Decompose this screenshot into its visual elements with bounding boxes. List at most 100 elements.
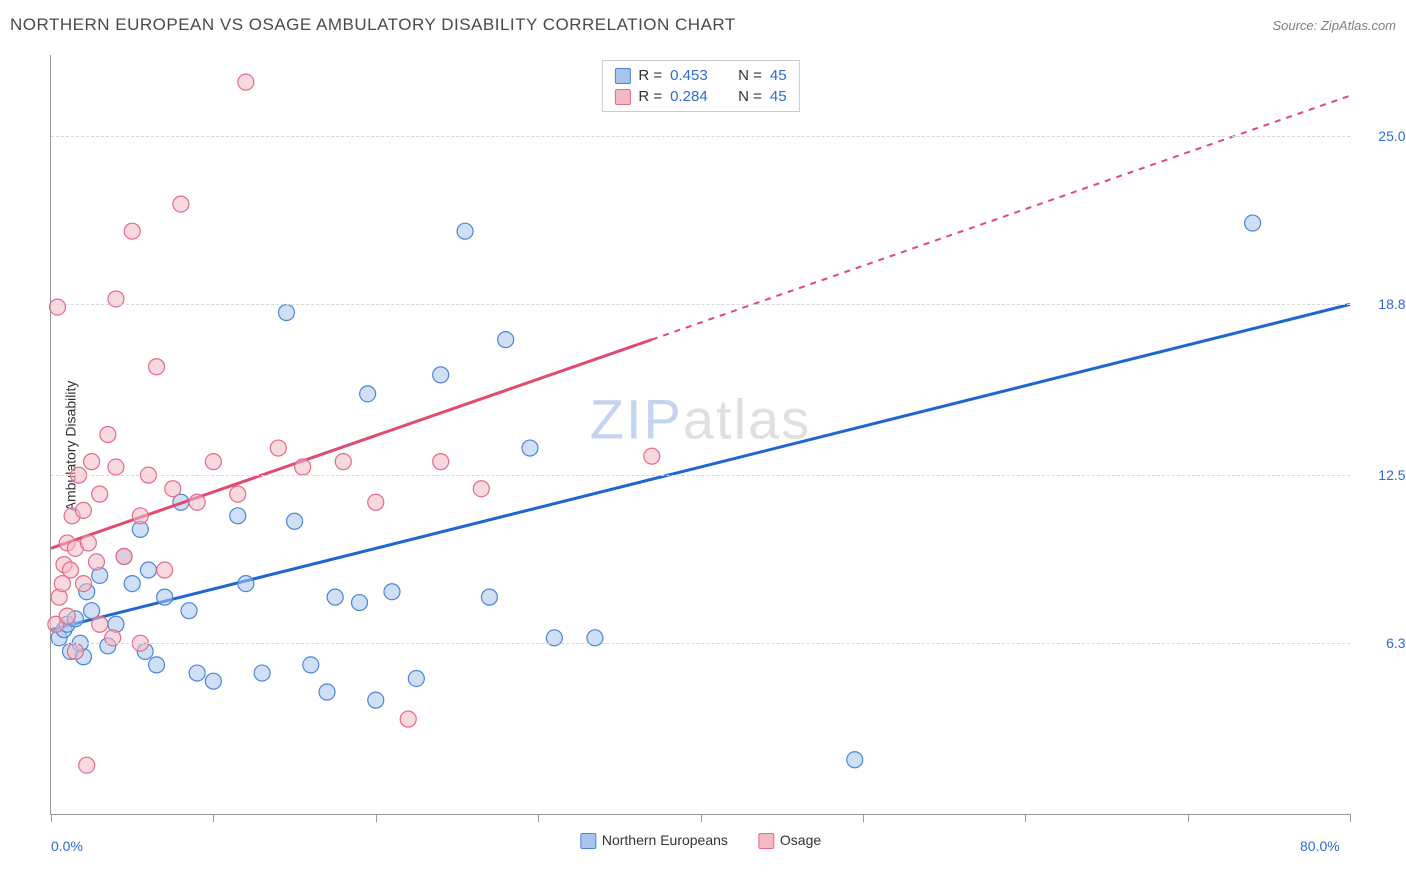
data-point-northern_europeans (181, 603, 197, 619)
x-tick (51, 814, 52, 822)
data-point-northern_europeans (457, 223, 473, 239)
data-point-northern_europeans (352, 595, 368, 611)
data-point-osage (400, 711, 416, 727)
series-legend: Northern Europeans Osage (580, 832, 821, 849)
data-point-osage (59, 608, 75, 624)
swatch-osage (758, 833, 774, 849)
data-point-northern_europeans (278, 305, 294, 321)
legend-item-northern-europeans: Northern Europeans (580, 832, 728, 849)
data-point-northern_europeans (408, 670, 424, 686)
data-point-northern_europeans (481, 589, 497, 605)
data-point-northern_europeans (287, 513, 303, 529)
data-point-osage (173, 196, 189, 212)
data-point-northern_europeans (124, 576, 140, 592)
legend-swatch (614, 68, 630, 84)
data-point-osage (473, 481, 489, 497)
y-tick-label: 6.3% (1386, 635, 1406, 651)
x-tick-label: 80.0% (1300, 838, 1340, 854)
data-point-osage (433, 454, 449, 470)
gridline (51, 136, 1350, 137)
r-value: 0.453 (670, 67, 718, 84)
data-point-osage (67, 643, 83, 659)
r-value: 0.284 (670, 88, 718, 105)
data-point-osage (75, 576, 91, 592)
x-tick-label: 0.0% (51, 838, 83, 854)
legend-label-2: Osage (780, 832, 821, 848)
data-point-osage (157, 562, 173, 578)
y-tick-label: 12.5% (1378, 467, 1406, 483)
n-label: N = (738, 67, 762, 84)
data-point-northern_europeans (522, 440, 538, 456)
data-point-osage (75, 502, 91, 518)
data-point-osage (92, 486, 108, 502)
data-point-northern_europeans (189, 665, 205, 681)
data-point-osage (132, 508, 148, 524)
data-point-northern_europeans (384, 584, 400, 600)
x-tick (701, 814, 702, 822)
data-point-northern_europeans (498, 332, 514, 348)
data-point-osage (92, 616, 108, 632)
legend-swatch (614, 89, 630, 105)
data-point-osage (49, 299, 65, 315)
legend-item-osage: Osage (758, 832, 821, 849)
n-value: 45 (770, 67, 787, 84)
data-point-osage (124, 223, 140, 239)
x-tick (1025, 814, 1026, 822)
data-point-northern_europeans (230, 508, 246, 524)
x-tick (538, 814, 539, 822)
plot-area: R =0.453N =45R =0.284N =45 ZIPatlas Nort… (50, 55, 1350, 815)
data-point-osage (295, 459, 311, 475)
legend-row: R = 0.284 N = 45 (614, 86, 786, 107)
y-tick-label: 25.0% (1378, 128, 1406, 144)
data-point-osage (88, 554, 104, 570)
data-point-osage (205, 454, 221, 470)
data-point-northern_europeans (1245, 215, 1261, 231)
gridline (51, 643, 1350, 644)
data-point-northern_europeans (368, 692, 384, 708)
data-point-northern_europeans (140, 562, 156, 578)
chart-title: NORTHERN EUROPEAN VS OSAGE AMBULATORY DI… (10, 15, 736, 35)
data-point-northern_europeans (254, 665, 270, 681)
data-point-osage (270, 440, 286, 456)
data-point-northern_europeans (205, 673, 221, 689)
data-point-osage (230, 486, 246, 502)
gridline (51, 304, 1350, 305)
data-point-osage (189, 494, 205, 510)
data-point-osage (149, 359, 165, 375)
data-point-osage (108, 459, 124, 475)
data-point-northern_europeans (319, 684, 335, 700)
y-tick-label: 18.8% (1378, 296, 1406, 312)
data-point-northern_europeans (303, 657, 319, 673)
data-point-osage (335, 454, 351, 470)
n-label: N = (738, 88, 762, 105)
data-point-northern_europeans (433, 367, 449, 383)
x-tick (213, 814, 214, 822)
legend-row: R = 0.453 N = 45 (614, 65, 786, 86)
data-point-osage (100, 427, 116, 443)
data-point-osage (80, 535, 96, 551)
data-point-osage (165, 481, 181, 497)
n-value: 45 (770, 88, 787, 105)
data-point-northern_europeans (847, 752, 863, 768)
data-point-northern_europeans (149, 657, 165, 673)
correlation-legend: R = 0.453 N = 45 R = 0.284 N = 45 (601, 60, 799, 112)
gridline (51, 475, 1350, 476)
x-tick (863, 814, 864, 822)
data-point-northern_europeans (238, 576, 254, 592)
data-point-osage (116, 548, 132, 564)
data-point-northern_europeans (157, 589, 173, 605)
x-tick (376, 814, 377, 822)
r-label: R = (638, 67, 662, 84)
swatch-northern-europeans (580, 833, 596, 849)
data-point-northern_europeans (360, 386, 376, 402)
data-point-osage (79, 757, 95, 773)
x-tick (1188, 814, 1189, 822)
r-label: R = (638, 88, 662, 105)
data-point-osage (84, 454, 100, 470)
x-tick (1350, 814, 1351, 822)
data-point-osage (644, 448, 660, 464)
legend-label-1: Northern Europeans (602, 832, 728, 848)
scatter-svg (51, 55, 1350, 814)
data-point-osage (368, 494, 384, 510)
trend-line-dashed-osage (652, 96, 1350, 340)
